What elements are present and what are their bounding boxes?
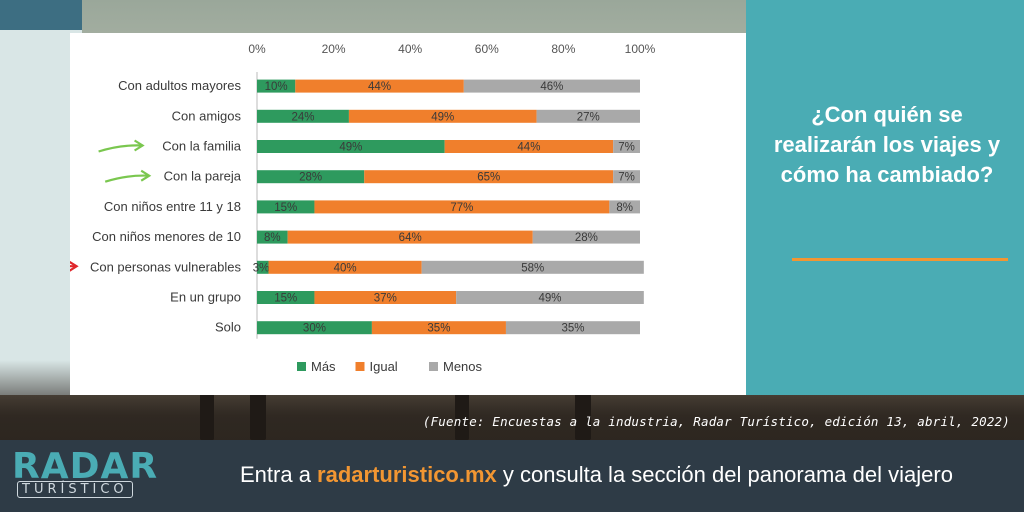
bar-segment-menos	[613, 140, 640, 153]
category-label: En un grupo	[170, 290, 241, 305]
data-label: 40%	[334, 262, 357, 274]
background-band-top	[0, 0, 82, 30]
data-label: 7%	[618, 142, 635, 154]
bar-segment-igual	[348, 109, 537, 123]
bar-segment-menos	[505, 321, 640, 335]
data-label: 28%	[575, 232, 598, 244]
data-label: 15%	[274, 293, 297, 305]
annotation-arrowhead	[140, 169, 152, 182]
bar-segment-más	[257, 200, 315, 214]
source-note: (Fuente: Encuestas a la industria, Radar…	[422, 414, 1010, 429]
stacked-bar-chart: 0% 20% 40% 60% 80% 100% Con adultos mayores 10%…	[32, 42, 656, 374]
data-label: 37%	[374, 293, 397, 305]
bar-segment-menos	[456, 291, 644, 304]
bar-segment-menos	[609, 200, 640, 214]
website-link[interactable]: radarturistico.mx	[317, 462, 497, 487]
bar-segment-más	[257, 230, 288, 244]
x-tick-label: 40%	[398, 42, 422, 56]
legend-swatch	[355, 362, 365, 371]
right-panel	[746, 0, 1024, 395]
category-label: Con la familia	[162, 139, 242, 154]
data-label: 49%	[431, 111, 454, 123]
x-tick-label: 0%	[248, 42, 266, 56]
data-label: 35%	[427, 323, 450, 335]
footer-suffix: y consulta la sección del panorama del v…	[496, 462, 953, 487]
data-label: 27%	[577, 111, 600, 123]
bar-segment-menos	[532, 230, 640, 244]
bar-segment-más	[257, 260, 269, 274]
legend-swatch	[297, 362, 306, 371]
data-label: 28%	[299, 172, 322, 184]
bar-segment-igual	[314, 200, 610, 214]
data-label: 65%	[477, 172, 500, 184]
annotation-arrowhead	[68, 260, 79, 273]
panel-title: ¿Con quién se realizarán los viajes y có…	[773, 102, 1001, 187]
legend-label: Igual	[370, 359, 398, 374]
bar-segment-igual	[295, 79, 464, 93]
category-label: Con la pareja	[164, 169, 242, 184]
category-label: Con niños entre 11 y 18	[104, 199, 241, 214]
data-label: 49%	[538, 293, 561, 305]
logo-wordmark: RADAR	[12, 446, 159, 487]
legend-swatch	[429, 362, 438, 371]
category-label: Con personas vulnerables	[90, 259, 242, 274]
bar-segment-más	[257, 140, 445, 153]
data-label: 35%	[561, 323, 584, 335]
data-label: 77%	[450, 202, 473, 214]
logo-subtitle: TURÍSTICO	[17, 481, 133, 498]
data-label: 8%	[616, 202, 633, 214]
legend-label: Más	[311, 359, 336, 374]
category-label: Con niños menores de 10	[92, 229, 241, 244]
bar-segment-igual	[287, 230, 533, 244]
category-label: Con adultos mayores	[118, 78, 241, 93]
data-label: 24%	[291, 111, 314, 123]
bar-segment-igual	[371, 321, 506, 335]
bar-segment-igual	[314, 291, 457, 304]
bar-segment-igual	[268, 260, 422, 274]
footer-message: Entra a radarturistico.mx y consulta la …	[240, 462, 953, 488]
bar-segment-menos	[463, 79, 640, 93]
data-label: 49%	[339, 142, 362, 154]
bar-segment-igual	[444, 140, 614, 153]
bar-segment-más	[257, 170, 365, 184]
annotation-arrow	[104, 174, 150, 183]
bar-segment-más	[257, 321, 372, 335]
data-label: 58%	[521, 262, 544, 274]
background-band-left	[0, 30, 82, 395]
data-label: 44%	[368, 81, 391, 93]
footer-prefix: Entra a	[240, 462, 318, 487]
bar-segment-más	[257, 109, 349, 123]
data-label: 7%	[618, 172, 635, 184]
bar-segment-menos	[536, 109, 640, 123]
annotation-arrowhead	[134, 139, 145, 152]
x-tick-label: 20%	[322, 42, 346, 56]
data-label: 46%	[540, 81, 563, 93]
data-label: 15%	[274, 202, 297, 214]
data-label: 44%	[517, 142, 540, 154]
bar-segment-más	[257, 291, 315, 304]
data-label: 10%	[265, 81, 288, 93]
annotation-arrow	[98, 144, 143, 153]
category-label: Solo	[215, 320, 241, 335]
bar-segment-más	[257, 79, 296, 93]
legend-label: Menos	[443, 359, 483, 374]
person-silhouette	[455, 384, 469, 440]
bar-segment-igual	[364, 170, 614, 184]
bar-segment-menos	[421, 260, 644, 274]
data-label: 30%	[303, 323, 326, 335]
x-tick-label: 100%	[625, 42, 656, 56]
data-label: 3%	[253, 262, 270, 274]
bar-segment-menos	[613, 170, 640, 184]
chart-card: 0% 20% 40% 60% 80% 100% Con adultos mayores 10%…	[32, 33, 760, 395]
data-label: 64%	[399, 232, 422, 244]
x-tick-label: 80%	[551, 42, 575, 56]
x-tick-label: 60%	[475, 42, 499, 56]
person-silhouette	[200, 380, 214, 440]
data-label: 8%	[264, 232, 281, 244]
footer-bar	[0, 440, 1024, 512]
category-label: Con amigos	[172, 108, 242, 123]
panel-divider	[792, 258, 1008, 261]
